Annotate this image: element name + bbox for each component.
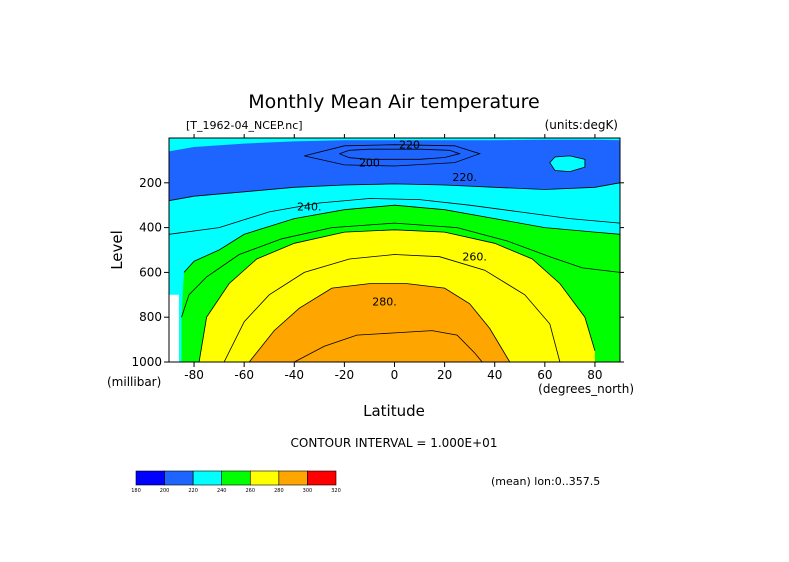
colorbar-level-label: 240 [217, 488, 227, 494]
dataset-label: [T_1962-04_NCEP.nc] [186, 119, 303, 132]
x-tick-label: -20 [335, 368, 355, 382]
contour-line-5 [181, 222, 620, 318]
colorbar-level-label: 180 [131, 488, 141, 494]
colorbar-swatch [192, 470, 223, 486]
colorbar-level-label: 200 [160, 488, 170, 494]
colorbar-swatch [307, 470, 337, 486]
colorbar: 180 200 220 240 260 280 300 320 [131, 470, 341, 494]
chart-title: Monthly Mean Air temperature [248, 91, 539, 113]
x-tick-label: 20 [437, 368, 452, 382]
colorbar-swatch [164, 470, 194, 486]
x-tick-label: -80 [184, 368, 204, 382]
colorbar-swatch [278, 470, 308, 486]
y-tick-label: 200 [139, 176, 162, 190]
contour-label: 220 [399, 139, 420, 152]
contour-line-1 [304, 144, 481, 167]
contour-label: 200 [359, 157, 380, 170]
plot-clip-group: 220 200 220. 240. 260. 280. [169, 138, 620, 362]
colorbar-level-label: 220 [188, 488, 198, 494]
y-tick-label: 1000 [131, 355, 162, 369]
colorbar-level-label: 320 [331, 488, 341, 494]
contour-label: 220. [452, 171, 477, 184]
colorbar-swatch [249, 470, 280, 486]
fill-band-220-240 [169, 182, 620, 362]
colorbar-level-label: 300 [303, 488, 313, 494]
contour-line-0 [339, 148, 462, 160]
colorbar-level-label: 260 [246, 488, 256, 494]
x-axis-label: Latitude [363, 402, 425, 420]
fill-band-280-290 [249, 283, 510, 362]
x-tick-label: -60 [234, 368, 254, 382]
fill-band-200-220 [169, 139, 620, 201]
contour-interval-text: CONTOUR INTERVAL = 1.000E+01 [291, 436, 498, 450]
contour-line-3 [169, 198, 620, 235]
colorbar-swatch [221, 470, 251, 486]
y-tick-label: 600 [139, 265, 162, 279]
contour-label: 280. [372, 296, 397, 309]
x-tick-label: -40 [284, 368, 304, 382]
x-unit-label: (degrees_north) [538, 382, 634, 396]
x-tick-label: 40 [487, 368, 502, 382]
contour-line-4 [183, 204, 620, 273]
y-tick-label: 400 [139, 221, 162, 235]
contour-line-7 [223, 254, 561, 362]
plot-area: 220 200 220. 240. 260. 280. -80 -60 -40 -20 0 20 40 6… [131, 134, 624, 382]
contour-line-8 [248, 283, 511, 362]
units-label: (units:degK) [545, 118, 618, 132]
missing-data-mask [169, 294, 179, 362]
contour-line-2 [169, 182, 620, 202]
x-tick-label: 0 [391, 368, 399, 382]
contour-label: 260. [462, 251, 487, 264]
contour-label: 240. [297, 200, 322, 213]
x-tick-label: 80 [587, 368, 602, 382]
colorbar-swatch [135, 470, 165, 486]
fill-island-0 [549, 155, 586, 173]
colorbar-level-label: 280 [274, 488, 284, 494]
y-tick-label: 800 [139, 310, 162, 324]
footer-note: (mean) lon:0..357.5 [491, 475, 600, 488]
contour-line-9 [294, 330, 483, 362]
y-unit-label: (millibar) [107, 375, 161, 389]
x-tick-label: 60 [537, 368, 552, 382]
contour-line-6 [198, 229, 596, 362]
y-axis-label: Level [108, 230, 126, 270]
